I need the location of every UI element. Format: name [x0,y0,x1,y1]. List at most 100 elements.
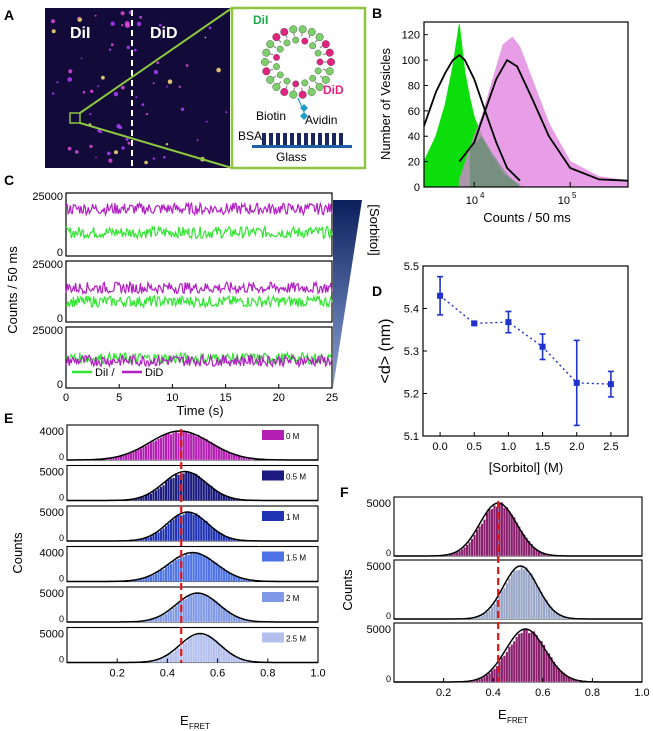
histogram-bar [488,672,491,683]
fluorescent-spot [56,81,59,84]
panel-e-letter: E [4,410,13,426]
fluorescent-spot [114,150,118,155]
gaussian-fit-curve [394,565,642,620]
histogram-bar [184,511,188,542]
d-ytick-label: 5.5 [404,261,419,273]
panel-c-xticks: 0 5 10 15 20 25 [63,384,338,404]
histogram-bar [527,573,531,620]
fluorescent-spot [152,157,156,160]
histogram-bar [162,657,166,663]
histogram-ytick-zero: 0 [386,548,391,558]
histogram-bar [139,448,143,461]
legend-swatch [262,551,284,562]
histogram-bar [152,574,155,582]
histogram-bar [480,677,484,683]
gaussian-fit-curve [67,511,318,542]
histogram-bar [532,631,536,683]
histogram-bar [204,556,208,582]
legend-label: 0 M [286,432,300,441]
histogram-bar [177,514,181,542]
lipid-head-outer [266,75,275,84]
histogram-bar [502,587,506,620]
fluorescent-spot [90,89,94,94]
histogram-area [458,36,629,188]
histogram-bar [197,552,201,582]
histogram-bar [167,523,171,542]
c-ytick-label: 0 [57,313,63,325]
histogram-bar [202,480,206,501]
histogram-bar [470,538,474,557]
zoom-box [69,112,81,124]
histogram-bar [157,617,161,623]
histogram-ytick-zero: 0 [386,674,391,684]
bsa-block [311,133,315,145]
histogram-bar [192,514,196,542]
histogram-bar [159,529,163,542]
histogram-bar [157,488,161,501]
lipid-head-outer [289,25,298,34]
histogram-bar [177,432,181,461]
histogram-bar [207,558,211,582]
did-trace [65,353,333,369]
histogram-bar [515,570,519,620]
fluorescent-spot [101,75,105,80]
histogram-bar [172,477,176,501]
histogram-bar [177,558,181,582]
histogram-bar [157,438,161,461]
histogram-bar [219,605,223,623]
b-ytick-label: 0 [414,182,420,194]
b-ytick-label: 120 [402,30,420,42]
fluorescent-spot [156,61,159,64]
histogram-bar [502,655,506,683]
histogram-ytick-zero: 0 [59,533,64,543]
legend-swatch [262,592,284,602]
histogram-bar [184,598,188,623]
fluorescent-spot [68,69,73,74]
fluorescent-spot [136,21,142,27]
histogram-bar [182,514,186,542]
legend-label: 1.5 M [286,554,306,563]
histogram-bar [157,571,161,582]
histogram-bar [167,433,171,461]
lipid-tail [278,81,282,85]
fluorescent-spot [100,131,103,134]
histogram-bar [485,674,489,683]
histogram-bar [187,471,191,501]
trace-frame [65,326,333,389]
histogram-bar [475,529,479,557]
lipid-head-outer [321,40,330,49]
lipid-tail [285,85,288,89]
histogram-bar [488,609,491,620]
c-ytick-label: 25000 [32,191,63,203]
lipid-head-inner [273,63,280,70]
histogram-bar [174,516,178,542]
lipid-head-outer [298,25,307,34]
fluorescent-spot [205,120,208,123]
histogram-bar [167,564,171,582]
histogram-bar [485,512,489,557]
histogram-bar [192,593,196,623]
bsa-block [297,133,301,145]
histogram-bar [532,578,536,620]
histogram-xtick-label: 0.4 [486,687,501,699]
histogram-bar [164,566,168,582]
histogram-bar [209,526,213,542]
legend-dil-label: DiI / [95,367,116,379]
histogram-bar [224,610,228,623]
fluorescent-spot [124,21,130,26]
fluorescent-spot [135,96,138,99]
lipid-tail [322,68,326,71]
dil-trace [65,224,333,241]
d-ytick-label: 5.2 [404,389,419,401]
fluorescent-spot [120,11,125,16]
legend-swatch [262,470,284,481]
lipid-head-outer [262,67,271,76]
histogram-bar [512,516,516,557]
bsa-block [339,133,343,145]
fluorescent-spot [116,124,121,129]
histogram-bar [515,522,519,557]
fluorescent-spot [113,91,119,97]
histogram-bar [162,569,166,582]
panel-f-plot: 5000 0 5000 0 5000 0 0.2 0.4 0.6 0.8 1.0 [367,496,650,699]
